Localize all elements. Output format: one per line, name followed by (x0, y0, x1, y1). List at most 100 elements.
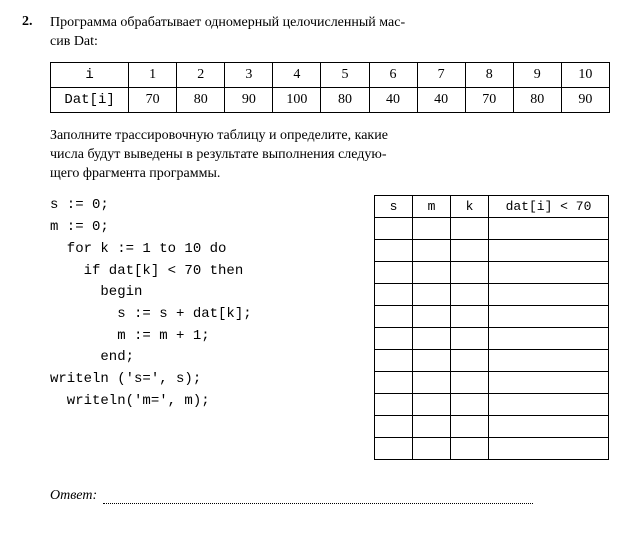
trace-cell[interactable] (375, 240, 413, 262)
trace-cell[interactable] (489, 218, 609, 240)
trace-cell[interactable] (375, 218, 413, 240)
dat-val: 80 (321, 87, 369, 112)
dat-val: 80 (513, 87, 561, 112)
dat-idx: 1 (129, 62, 177, 87)
trace-cell[interactable] (375, 262, 413, 284)
trace-cell[interactable] (375, 350, 413, 372)
dat-idx: 6 (369, 62, 417, 87)
trace-cell[interactable] (489, 262, 609, 284)
trace-row (375, 438, 609, 460)
trace-cell[interactable] (375, 372, 413, 394)
code-line: m := 0; (50, 219, 109, 235)
trace-cell[interactable] (413, 438, 451, 460)
trace-row (375, 350, 609, 372)
trace-cell[interactable] (375, 394, 413, 416)
trace-cell[interactable] (451, 284, 489, 306)
trace-cell[interactable] (413, 306, 451, 328)
trace-row (375, 328, 609, 350)
trace-row (375, 394, 609, 416)
code-line: s := 0; (50, 197, 109, 213)
dat-index-row: i 1 2 3 4 5 6 7 8 9 10 (51, 62, 610, 87)
dat-val: 40 (417, 87, 465, 112)
problem-number: 2. (22, 14, 50, 52)
instruction: Заполните трассировочную таблицу и опред… (50, 127, 609, 184)
dat-idx: 8 (465, 62, 513, 87)
dat-val: 90 (225, 87, 273, 112)
dat-val: 40 (369, 87, 417, 112)
trace-cell[interactable] (451, 416, 489, 438)
trace-cell[interactable] (413, 240, 451, 262)
code-line: end; (50, 349, 134, 365)
trace-cell[interactable] (451, 372, 489, 394)
trace-cell[interactable] (489, 306, 609, 328)
trace-cell[interactable] (451, 394, 489, 416)
dat-idx: 4 (273, 62, 321, 87)
answer-area: Ответ: (50, 488, 609, 504)
trace-cell[interactable] (413, 262, 451, 284)
code-line: writeln('m=', m); (50, 393, 210, 409)
trace-cell[interactable] (413, 394, 451, 416)
code-line: writeln ('s=', s); (50, 371, 201, 387)
trace-cell[interactable] (375, 284, 413, 306)
trace-cell[interactable] (489, 328, 609, 350)
dat-i-header: i (51, 62, 129, 87)
trace-cell[interactable] (451, 306, 489, 328)
trace-header-k: k (451, 196, 489, 218)
trace-row (375, 372, 609, 394)
trace-row (375, 262, 609, 284)
trace-cell[interactable] (413, 416, 451, 438)
instr-line2: числа будут выведены в результате выполн… (50, 147, 387, 162)
trace-cell[interactable] (413, 218, 451, 240)
trace-cell[interactable] (375, 306, 413, 328)
trace-header-s: s (375, 196, 413, 218)
trace-cell[interactable] (375, 438, 413, 460)
dat-idx: 9 (513, 62, 561, 87)
trace-row (375, 284, 609, 306)
dat-table: i 1 2 3 4 5 6 7 8 9 10 Dat[i] 70 80 90 1… (50, 62, 610, 113)
trace-header-m: m (413, 196, 451, 218)
statement-line1: Программа обрабатывает одномерный целочи… (50, 15, 405, 30)
trace-cell[interactable] (413, 328, 451, 350)
dat-val: 90 (561, 87, 609, 112)
trace-cell[interactable] (413, 284, 451, 306)
trace-cell[interactable] (489, 284, 609, 306)
trace-row (375, 306, 609, 328)
trace-row (375, 218, 609, 240)
trace-cell[interactable] (489, 240, 609, 262)
code-line: s := s + dat[k]; (50, 306, 252, 322)
answer-label: Ответ: (50, 488, 97, 504)
trace-cell[interactable] (489, 350, 609, 372)
trace-cell[interactable] (451, 328, 489, 350)
trace-cell[interactable] (451, 438, 489, 460)
statement-line2: сив Dat: (50, 34, 98, 49)
dat-val: 80 (177, 87, 225, 112)
dat-idx: 7 (417, 62, 465, 87)
dat-val: 70 (465, 87, 513, 112)
trace-table: s m k dat[i] < 70 (374, 195, 609, 460)
answer-line[interactable] (103, 490, 533, 504)
trace-cell[interactable] (489, 416, 609, 438)
code-line: m := m + 1; (50, 328, 210, 344)
trace-cell[interactable] (489, 438, 609, 460)
trace-cell[interactable] (413, 350, 451, 372)
trace-cell[interactable] (413, 372, 451, 394)
code-line: begin (50, 284, 142, 300)
instr-line3: щего фрагмента программы. (50, 166, 220, 181)
trace-cell[interactable] (451, 350, 489, 372)
trace-cell[interactable] (375, 328, 413, 350)
dat-idx: 3 (225, 62, 273, 87)
code-line: if dat[k] < 70 then (50, 263, 243, 279)
code-block: s := 0; m := 0; for k := 1 to 10 do if d… (50, 195, 358, 412)
trace-cell[interactable] (489, 394, 609, 416)
code-line: for k := 1 to 10 do (50, 241, 226, 257)
trace-cell[interactable] (451, 240, 489, 262)
trace-cell[interactable] (489, 372, 609, 394)
trace-cell[interactable] (375, 416, 413, 438)
trace-cell[interactable] (451, 218, 489, 240)
dat-val-header: Dat[i] (51, 87, 129, 112)
trace-header-d: dat[i] < 70 (489, 196, 609, 218)
trace-cell[interactable] (451, 262, 489, 284)
dat-idx: 10 (561, 62, 609, 87)
instr-line1: Заполните трассировочную таблицу и опред… (50, 128, 388, 143)
trace-row (375, 416, 609, 438)
